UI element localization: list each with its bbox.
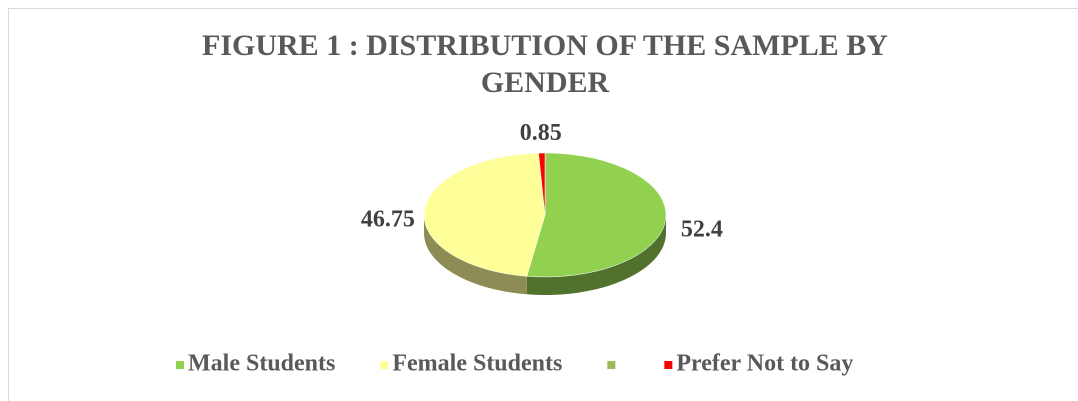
- data-label: 52.4: [681, 217, 723, 243]
- pie-slice: [526, 152, 667, 278]
- pie-slice: [538, 152, 546, 216]
- legend-label: Prefer Not to Say: [676, 351, 853, 377]
- chart-title: FIGURE 1 : DISTRIBUTION OF THE SAMPLE BY…: [202, 29, 888, 99]
- legend-marker: [380, 361, 389, 369]
- legend-label: Male Students: [188, 351, 335, 377]
- legend-marker: [664, 361, 673, 369]
- legend-label: Female Students: [392, 351, 562, 377]
- pie-slice: [423, 152, 546, 277]
- pie-side: [526, 215, 666, 295]
- legend-marker: [607, 361, 616, 369]
- pie-side: [423, 215, 527, 295]
- data-label: 0.85: [520, 120, 562, 146]
- data-label: 46.75: [361, 207, 415, 233]
- legend-marker: [176, 361, 184, 369]
